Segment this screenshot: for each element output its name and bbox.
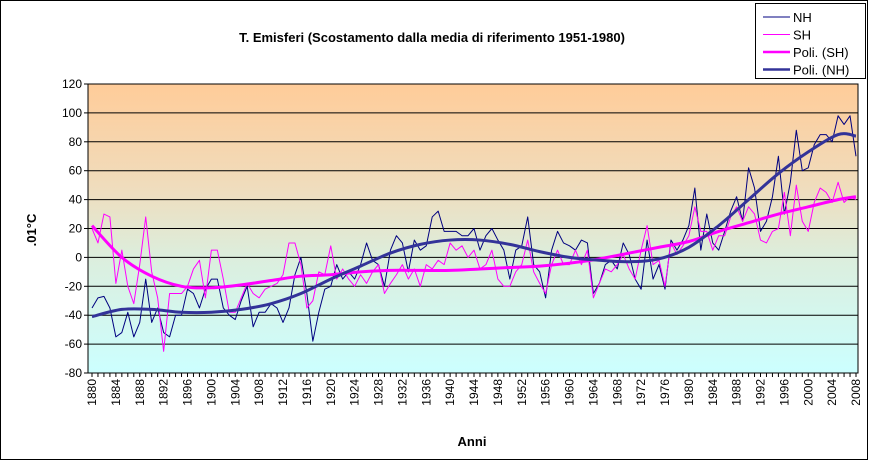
x-tick-label: 1932 — [395, 379, 409, 406]
y-tick-label: 100 — [62, 106, 82, 120]
x-tick-label: 2008 — [849, 379, 863, 406]
legend-label: Poli. (NH) — [793, 63, 849, 78]
x-tick-label: 1968 — [610, 379, 624, 406]
y-tick-label: 60 — [69, 164, 83, 178]
x-axis-label: Anni — [458, 434, 487, 449]
x-tick-label: 1924 — [348, 379, 362, 406]
series-line-sh — [91, 181, 857, 352]
legend-label: Poli. (SH) — [793, 45, 849, 60]
legend: NH SH Poli. (SH) Poli. (NH) — [755, 3, 866, 79]
series-lines — [90, 115, 857, 352]
x-tick-label: 1952 — [515, 379, 529, 406]
y-tick-label: 80 — [69, 135, 83, 149]
y-tick-label: -40 — [65, 308, 83, 322]
y-tick-label: -20 — [65, 279, 83, 293]
x-tick-label: 1916 — [300, 379, 314, 406]
x-tick-label: 1976 — [658, 379, 672, 406]
x-tick-label: 1920 — [324, 379, 338, 406]
x-axis: 1880 1884 1888 1892 1896 1900 1904 1908 1912 1916… — [85, 373, 863, 406]
x-tick-label: 1964 — [586, 379, 600, 406]
x-tick-label: 1896 — [181, 379, 195, 406]
legend-label: SH — [793, 28, 811, 43]
x-tick-label: 1992 — [754, 379, 768, 406]
y-tick-label: -80 — [65, 366, 83, 380]
x-tick-label: 1960 — [563, 379, 577, 406]
y-tick-label: 0 — [75, 250, 82, 264]
y-axis: -80 -60 -40 -20 0 20 40 60 80 100 120 — [62, 77, 88, 380]
y-axis-label: .01°C — [24, 213, 39, 246]
x-tick-label: 2004 — [825, 379, 839, 406]
x-tick-label: 1908 — [252, 379, 266, 406]
y-tick-label: 40 — [69, 193, 83, 207]
x-tick-label: 1928 — [372, 379, 386, 406]
x-tick-label: 1892 — [157, 379, 171, 406]
x-tick-label: 1884 — [109, 379, 123, 406]
legend-label: NH — [793, 10, 812, 25]
x-tick-label: 1948 — [491, 379, 505, 406]
x-tick-label: 1956 — [539, 379, 553, 406]
x-tick-label: 1988 — [730, 379, 744, 406]
x-tick-label: 1944 — [467, 379, 481, 406]
gridlines — [88, 83, 858, 374]
x-tick-label: 1936 — [419, 379, 433, 406]
series-line-poli-sh — [90, 195, 857, 290]
y-tick-label: 120 — [62, 77, 82, 91]
x-tick-label: 1912 — [276, 379, 290, 406]
series-line-poli-nh — [91, 132, 857, 319]
x-tick-label: 1984 — [706, 379, 720, 406]
y-tick-label: -60 — [65, 337, 83, 351]
x-tick-label: 1940 — [443, 379, 457, 406]
x-tick-label: 1972 — [634, 379, 648, 406]
x-tick-label: 1996 — [777, 379, 791, 406]
x-tick-label: 1900 — [204, 379, 218, 406]
x-tick-label: 1880 — [85, 379, 99, 406]
chart-title: T. Emisferi (Scostamento dalla media di … — [239, 30, 625, 45]
x-tick-label: 1904 — [228, 379, 242, 406]
x-tick-label: 1888 — [133, 379, 147, 406]
y-tick-label: 20 — [69, 222, 83, 236]
x-tick-label: 1980 — [682, 379, 696, 406]
x-tick-label: 2000 — [801, 379, 815, 406]
